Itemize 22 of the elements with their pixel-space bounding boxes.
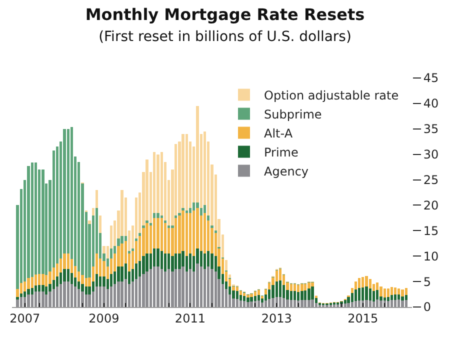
x-tick-label: 2009 — [88, 311, 120, 326]
x-tick-label: 2011 — [174, 311, 206, 326]
y-tick-label: 30 — [423, 148, 439, 162]
x-tick-label: 2015 — [348, 311, 378, 326]
legend-label: Alt-A — [264, 126, 294, 140]
legend-label: Subprime — [264, 107, 322, 122]
y-tick-label: 15 — [423, 224, 439, 238]
y-tick-label: 0 — [423, 300, 432, 314]
x-tick-label: 2007 — [10, 311, 40, 326]
y-tick-label: 45 — [423, 71, 439, 86]
x-tick-label: 2013 — [261, 311, 292, 326]
y-tick-label: 25 — [423, 172, 439, 187]
y-tick-label: 5 — [423, 274, 432, 289]
legend-label: Prime — [264, 145, 298, 160]
y-tick-label: 20 — [423, 198, 439, 212]
y-tick-label: 10 — [423, 249, 439, 264]
legend-label: Option adjustable rate — [264, 88, 399, 102]
y-tick-label: 35 — [423, 122, 439, 136]
y-tick-label: 40 — [423, 96, 439, 111]
legend-label: Agency — [264, 164, 309, 178]
chart-subtitle: (First reset in billions of U.S. dollars) — [98, 29, 352, 46]
chart-title: Monthly Mortgage Rate Resets — [85, 5, 365, 24]
